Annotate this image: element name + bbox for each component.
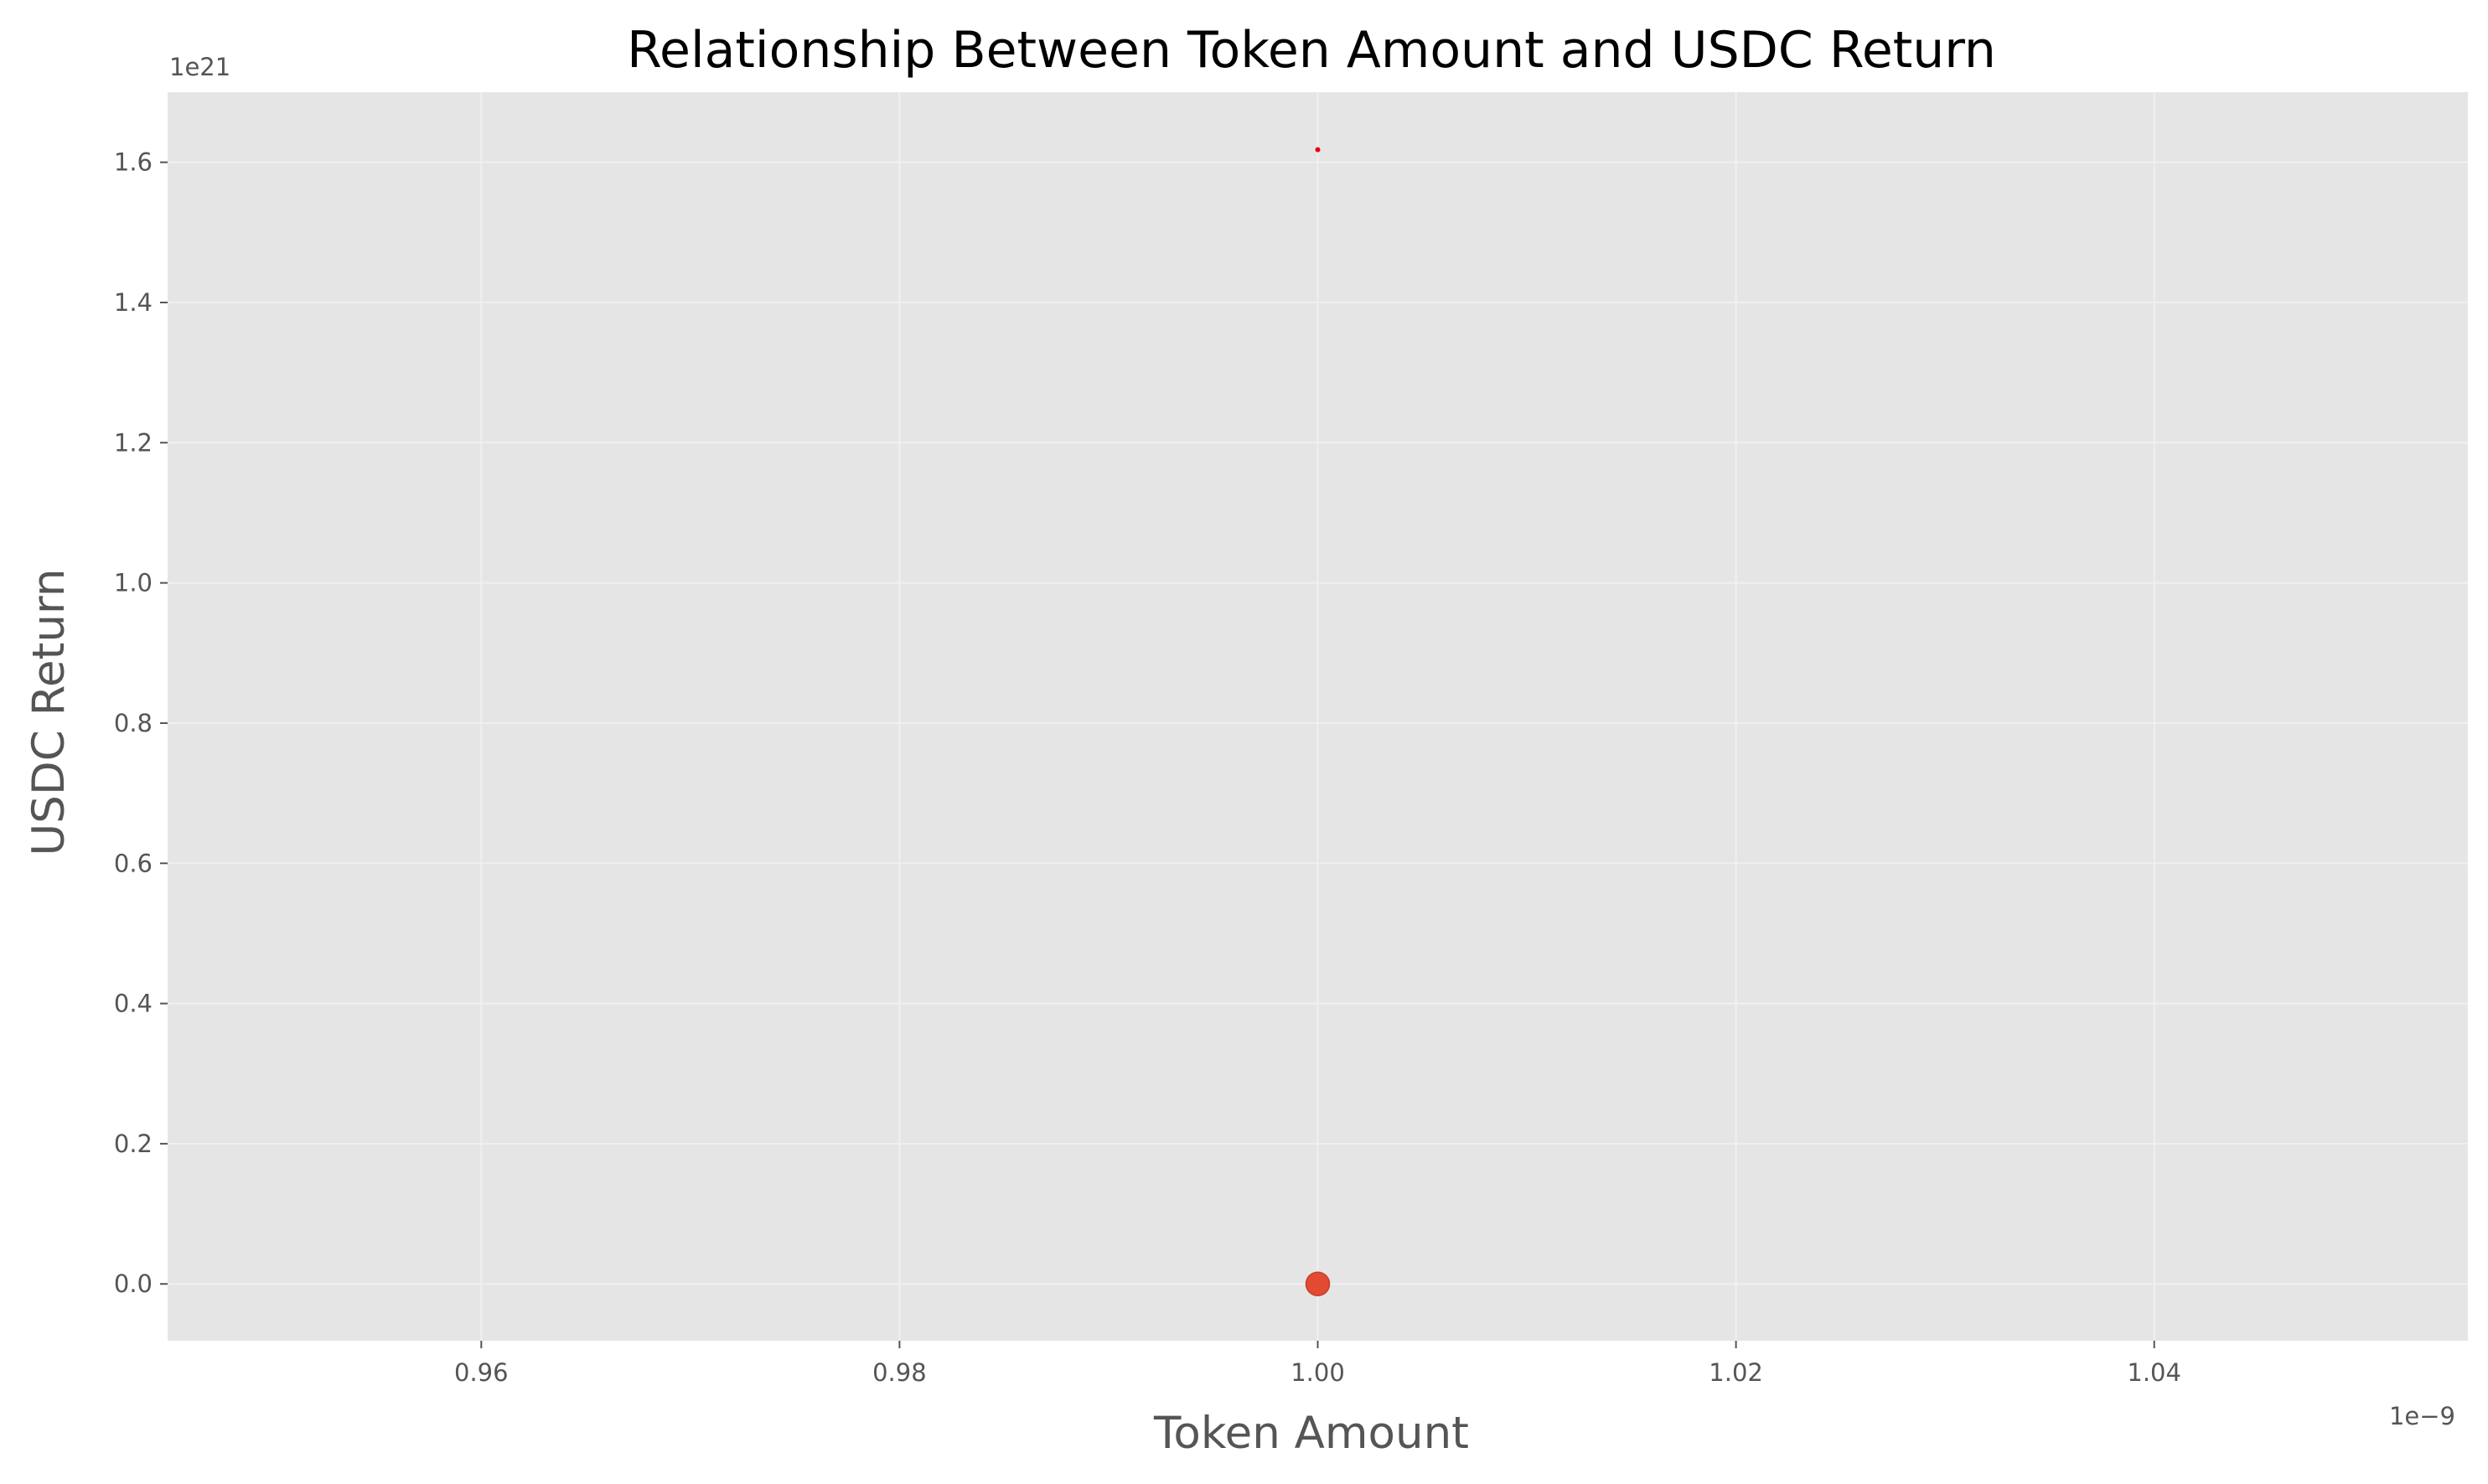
x-tick-label: 0.98 xyxy=(872,1358,927,1387)
x-tick-label: 1.00 xyxy=(1291,1358,1345,1387)
x-grid xyxy=(480,92,2155,1341)
y-tick-label: 1.0 xyxy=(114,569,153,597)
x-offset-label: 1e−9 xyxy=(2389,1402,2455,1430)
y-offset-label: 1e21 xyxy=(169,53,230,81)
y-tick-label: 0.6 xyxy=(114,849,153,877)
x-tick-label: 1.04 xyxy=(2127,1358,2181,1387)
x-axis-ticks: 0.96 0.98 1.00 1.02 1.04 xyxy=(454,1341,2181,1387)
y-tick-label: 0.4 xyxy=(114,990,153,1018)
y-tick-label: 0.2 xyxy=(114,1130,153,1158)
y-tick-label: 0.0 xyxy=(114,1269,153,1298)
y-axis-ticks: 0.0 0.2 0.4 0.6 0.8 1.0 1.2 1.4 1.6 xyxy=(114,148,168,1298)
y-axis-title: USDC Return xyxy=(23,569,75,856)
y-grid xyxy=(168,161,2468,1285)
chart-title: Relationship Between Token Amount and US… xyxy=(627,21,1996,80)
y-tick-label: 1.6 xyxy=(114,148,153,177)
x-tick-label: 1.02 xyxy=(1709,1358,1763,1387)
x-axis-title: Token Amount xyxy=(1153,1408,1469,1459)
data-points xyxy=(1305,147,1331,1296)
data-point-large xyxy=(1305,1271,1331,1296)
y-tick-label: 1.2 xyxy=(114,428,153,457)
data-point-small xyxy=(1315,147,1321,153)
y-tick-label: 0.8 xyxy=(114,709,153,737)
x-tick-label: 0.96 xyxy=(454,1358,509,1387)
y-tick-label: 1.4 xyxy=(114,288,153,317)
